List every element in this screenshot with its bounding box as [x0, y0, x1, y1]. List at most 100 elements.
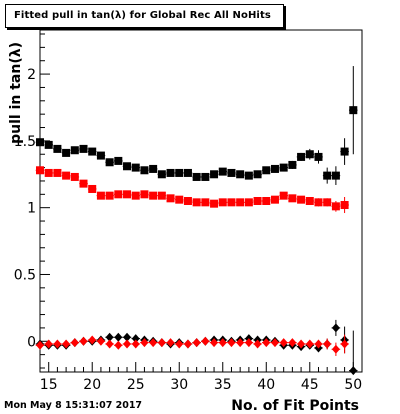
- x-tick-label: 25: [127, 377, 145, 393]
- data-point: [114, 332, 123, 342]
- series-0: [35, 66, 358, 185]
- data-point: [262, 338, 271, 348]
- data-point: [253, 170, 262, 179]
- series-1: [35, 166, 349, 214]
- data-point: [79, 179, 88, 188]
- data-point: [88, 147, 97, 156]
- data-point: [183, 168, 192, 177]
- data-point: [157, 170, 166, 179]
- data-point: [44, 339, 53, 349]
- data-point: [253, 339, 262, 349]
- axis-ticks: 15 20 25 30 35 40 45 50 0 0.5 1 1.5 2: [14, 33, 363, 393]
- data-point: [149, 338, 158, 348]
- data-point: [297, 152, 306, 161]
- data-point: [340, 201, 349, 210]
- data-point: [114, 340, 123, 350]
- data-point: [262, 166, 271, 175]
- data-point: [70, 146, 79, 155]
- data-point: [131, 339, 140, 349]
- data-point: [201, 198, 210, 207]
- data-point: [288, 338, 297, 348]
- data-point: [244, 338, 253, 348]
- y-tick-label: 0: [27, 334, 36, 350]
- data-point: [88, 335, 97, 345]
- data-point: [244, 171, 253, 180]
- data-point: [340, 147, 349, 156]
- timestamp: Mon May 8 15:31:07 2017: [4, 400, 143, 411]
- x-tick-label: 45: [301, 377, 319, 393]
- x-axis-label: No. of Fit Points: [231, 398, 359, 414]
- data-point: [105, 158, 114, 167]
- data-point: [175, 195, 184, 204]
- data-point: [131, 334, 140, 344]
- x-tick-label: 35: [214, 377, 232, 393]
- data-point: [183, 197, 192, 205]
- series-3: [35, 334, 349, 356]
- plot-area-border: [39, 29, 363, 373]
- data-point: [62, 148, 71, 157]
- y-tick-label: 1: [27, 201, 36, 217]
- data-point: [96, 191, 105, 200]
- data-point: [123, 190, 132, 199]
- data-point: [314, 152, 323, 161]
- data-point: [53, 168, 62, 177]
- data-point: [227, 198, 236, 207]
- data-point: [201, 172, 210, 181]
- data-point: [157, 338, 166, 348]
- data-point: [297, 195, 306, 204]
- data-point: [140, 190, 149, 199]
- data-point: [70, 338, 79, 348]
- data-point: [323, 171, 332, 180]
- data-point: [70, 172, 79, 181]
- data-point: [183, 339, 192, 349]
- data-point: [192, 198, 201, 207]
- data-point: [305, 197, 314, 205]
- data-point: [123, 162, 132, 171]
- data-point: [105, 332, 114, 342]
- data-point: [305, 339, 314, 349]
- data-point: [44, 168, 53, 177]
- data-point: [62, 171, 71, 180]
- data-point: [236, 198, 245, 207]
- x-tick-label: 30: [170, 377, 188, 393]
- data-point: [314, 339, 323, 349]
- data-point: [218, 167, 227, 176]
- data-point: [131, 163, 140, 172]
- data-point: [227, 168, 236, 177]
- data-point: [270, 164, 279, 173]
- data-point: [105, 191, 114, 200]
- data-point: [105, 339, 114, 349]
- y-tick-label: 1.5: [14, 134, 36, 150]
- y-axis-label: pull in tan(λ): [8, 42, 24, 144]
- data-point: [36, 138, 44, 147]
- data-point: [44, 140, 53, 149]
- data-point: [210, 338, 219, 348]
- data-point: [166, 168, 175, 177]
- data-point: [140, 338, 149, 348]
- y-tick-label: 2: [27, 67, 36, 83]
- data-point: [88, 184, 97, 193]
- x-tick-label: 50: [344, 377, 362, 393]
- y-tick-label: 0.5: [14, 267, 36, 283]
- data-point: [270, 338, 279, 348]
- data-point: [244, 198, 253, 207]
- data-point: [323, 198, 332, 207]
- data-point: [140, 166, 149, 175]
- data-point: [149, 164, 158, 173]
- data-point: [340, 339, 349, 349]
- data-point: [192, 338, 201, 348]
- data-point: [201, 336, 210, 346]
- data-point: [279, 163, 288, 172]
- data-point: [123, 339, 132, 349]
- data-point: [114, 156, 123, 165]
- chart-title: Fitted pull in tan(λ) for Global Rec All…: [14, 10, 271, 21]
- data-point: [149, 191, 158, 200]
- x-tick-label: 40: [257, 377, 275, 393]
- data-point: [53, 144, 62, 153]
- x-tick-label: 20: [83, 377, 101, 393]
- data-point: [114, 190, 123, 199]
- data-point: [96, 151, 105, 160]
- data-point: [331, 323, 340, 333]
- data-point: [175, 168, 184, 177]
- data-point: [270, 195, 279, 204]
